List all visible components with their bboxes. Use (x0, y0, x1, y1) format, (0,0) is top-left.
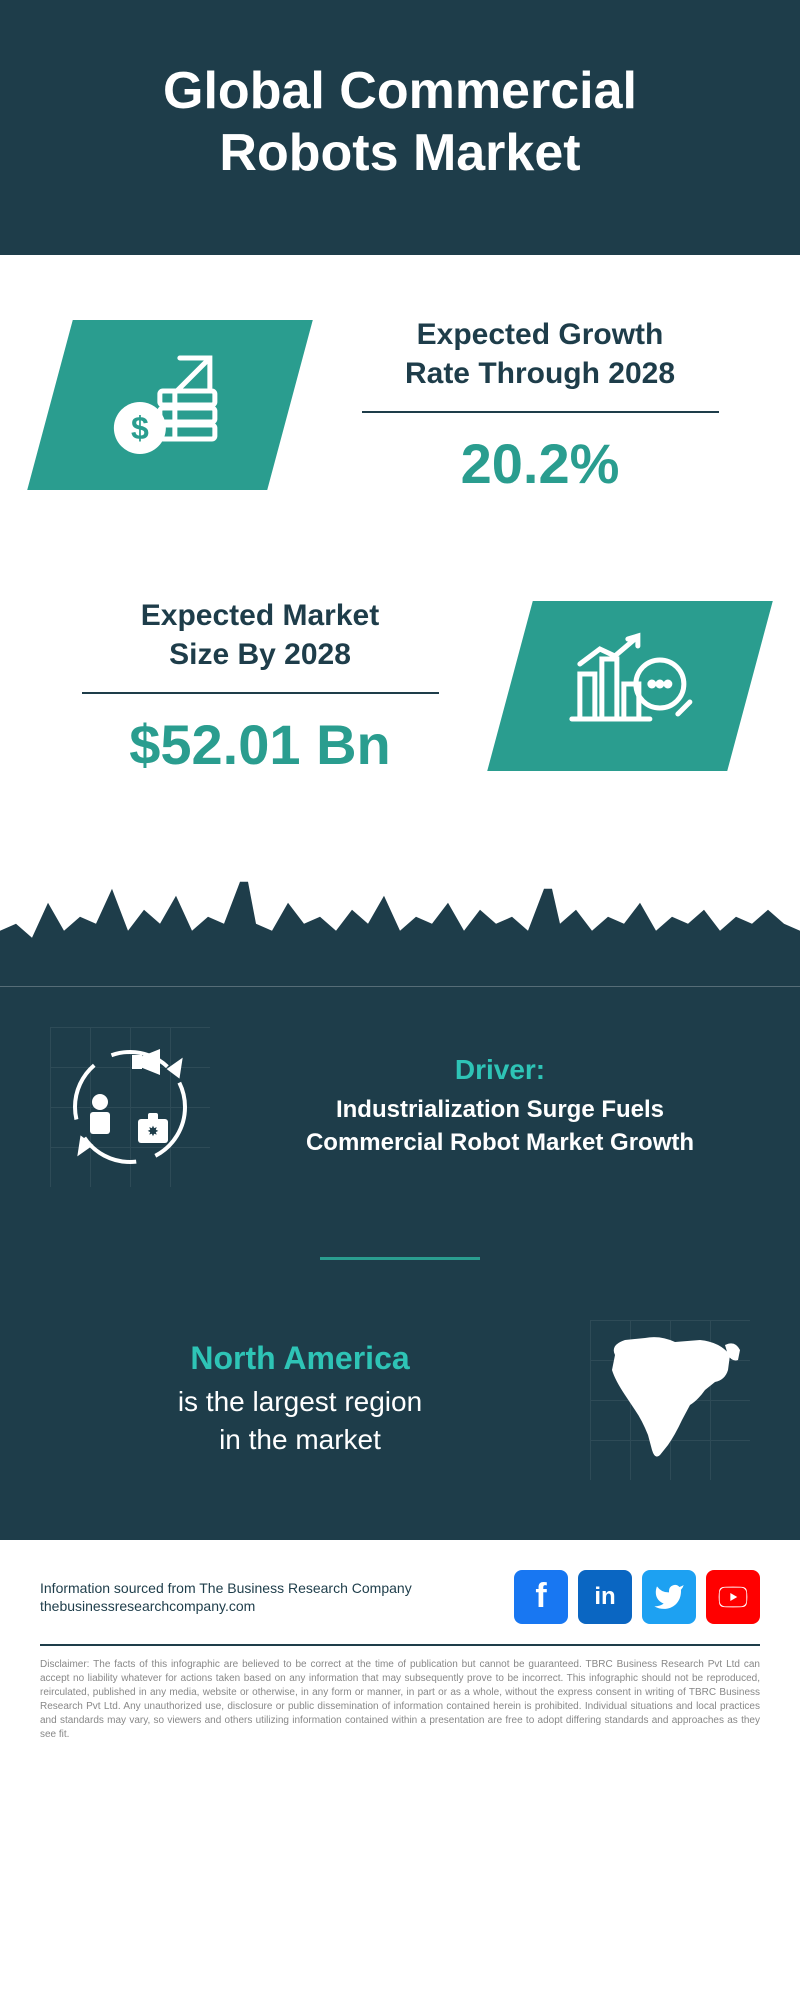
skyline-graphic (0, 847, 800, 987)
twitter-icon[interactable] (642, 1570, 696, 1624)
region-text: North America is the largest region in t… (50, 1340, 550, 1459)
market-size-value: $52.01 Bn (50, 712, 470, 777)
business-cycle-icon: ✸ (50, 1027, 210, 1187)
driver-description: Industrialization Surge Fuels Commercial… (250, 1094, 750, 1159)
youtube-icon[interactable] (706, 1570, 760, 1624)
page-title: Global Commercial Robots Market (40, 60, 760, 185)
driver-text: Driver: Industrialization Surge Fuels Co… (250, 1054, 750, 1159)
region-name: North America (50, 1340, 550, 1377)
divider (362, 411, 719, 413)
svg-text:✸: ✸ (147, 1123, 159, 1139)
growth-icon-tile: $ (27, 320, 313, 490)
market-size-section: Expected Market Size By 2028 $52.01 Bn (0, 536, 800, 817)
source-url: thebusinessresearchcompany.com (40, 1598, 412, 1614)
source-text: Information sourced from The Business Re… (40, 1580, 412, 1596)
source-block: Information sourced from The Business Re… (40, 1580, 412, 1614)
market-size-label: Expected Market Size By 2028 (50, 596, 470, 674)
title-line-1: Global Commercial (163, 62, 637, 120)
footer-top: Information sourced from The Business Re… (40, 1570, 760, 1646)
market-size-text: Expected Market Size By 2028 $52.01 Bn (50, 596, 470, 777)
divider (82, 692, 439, 694)
teal-divider (320, 1257, 480, 1260)
growth-rate-section: $ Expected Growth Rate Through 2028 20.2… (0, 255, 800, 536)
chart-analysis-icon (560, 624, 700, 749)
driver-row: ✸ Driver: Industrialization Surge Fuels … (50, 1027, 750, 1187)
linkedin-icon[interactable]: in (578, 1570, 632, 1624)
money-growth-icon: $ (105, 343, 235, 468)
social-icons: f in (514, 1570, 760, 1624)
header: Global Commercial Robots Market (0, 0, 800, 255)
region-row: North America is the largest region in t… (50, 1320, 750, 1480)
facebook-icon[interactable]: f (514, 1570, 568, 1624)
growth-rate-text: Expected Growth Rate Through 2028 20.2% (330, 315, 750, 496)
market-icon-tile (487, 601, 773, 771)
svg-text:$: $ (131, 410, 149, 446)
title-line-2: Robots Market (219, 124, 580, 182)
growth-rate-value: 20.2% (330, 431, 750, 496)
dark-section: ✸ Driver: Industrialization Surge Fuels … (0, 987, 800, 1540)
growth-rate-label: Expected Growth Rate Through 2028 (330, 315, 750, 393)
north-america-map-icon (590, 1320, 750, 1480)
disclaimer-text: Disclaimer: The facts of this infographi… (40, 1658, 760, 1742)
driver-label: Driver: (250, 1054, 750, 1086)
region-description: is the largest region in the market (50, 1383, 550, 1459)
footer: Information sourced from The Business Re… (0, 1540, 800, 1762)
